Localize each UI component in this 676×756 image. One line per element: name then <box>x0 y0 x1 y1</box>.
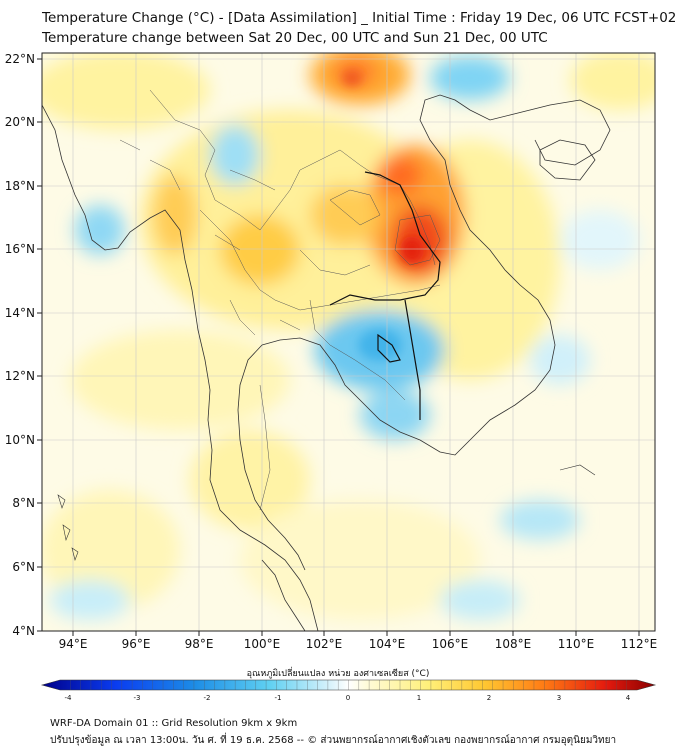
lon-tick-label: 96°E <box>122 637 151 651</box>
lat-tick-label: 12°N <box>5 369 35 383</box>
colorbar-tick-label: -4 <box>65 694 73 702</box>
colorbar-tick-label: 1 <box>417 694 421 702</box>
colorbar-tick-label: -1 <box>275 694 282 702</box>
lat-tick-label: 20°N <box>5 115 35 129</box>
lat-tick-label: 14°N <box>5 306 35 320</box>
lon-tick-label: 98°E <box>185 637 214 651</box>
map-frame <box>41 52 656 632</box>
footer-model-info: WRF-DA Domain 01 :: Grid Resolution 9km … <box>50 718 298 729</box>
lat-tick-label: 16°N <box>5 242 35 256</box>
colorbar-tick-label: 4 <box>626 694 631 702</box>
temperature-field-shading <box>42 53 655 620</box>
lat-tick-label: 8°N <box>12 496 35 510</box>
islands <box>57 464 596 562</box>
map-field <box>42 53 655 631</box>
lon-tick-label: 110°E <box>558 637 595 651</box>
colorbar-label: อุณหภูมิเปลี่ยนแปลง หน่วย องศาเซลเซียส (… <box>246 669 430 679</box>
colorbar-tick-label: 0 <box>346 694 350 702</box>
lon-tick-label: 112°E <box>621 637 658 651</box>
lon-tick-label: 108°E <box>495 637 532 651</box>
country-borders <box>329 171 441 420</box>
chart-subtitle: Temperature change between Sat 20 Dec, 0… <box>42 30 548 46</box>
lon-tick-label: 104°E <box>369 637 406 651</box>
lat-tick-label: 10°N <box>5 433 35 447</box>
admin-borders <box>119 89 441 511</box>
colorbar-tick-label: -3 <box>134 694 141 702</box>
lat-tick-label: 6°N <box>12 560 35 574</box>
lat-tick-label: 22°N <box>5 52 35 66</box>
lon-tick-label: 102°E <box>306 637 343 651</box>
lat-tick-label: 18°N <box>5 179 35 193</box>
lon-tick-label: 94°E <box>59 637 88 651</box>
chart-title: Temperature Change (°C) - [Data Assimila… <box>42 10 676 26</box>
lon-tick-label: 100°E <box>244 637 281 651</box>
footer-update-info: ปรับปรุงข้อมูล ณ เวลา 13:00น. วัน ศ. ที่… <box>50 735 617 746</box>
colorbar-tick-label: 3 <box>557 694 561 702</box>
colorbar: -4 -3 -2 -1 0 1 2 3 4 <box>40 679 657 702</box>
lat-tick-label: 4°N <box>12 624 35 638</box>
lon-tick-label: 106°E <box>432 637 469 651</box>
colorbar-tick-label: 2 <box>487 694 491 702</box>
coastlines <box>42 94 611 631</box>
colorbar-tick-label: -2 <box>204 694 211 702</box>
